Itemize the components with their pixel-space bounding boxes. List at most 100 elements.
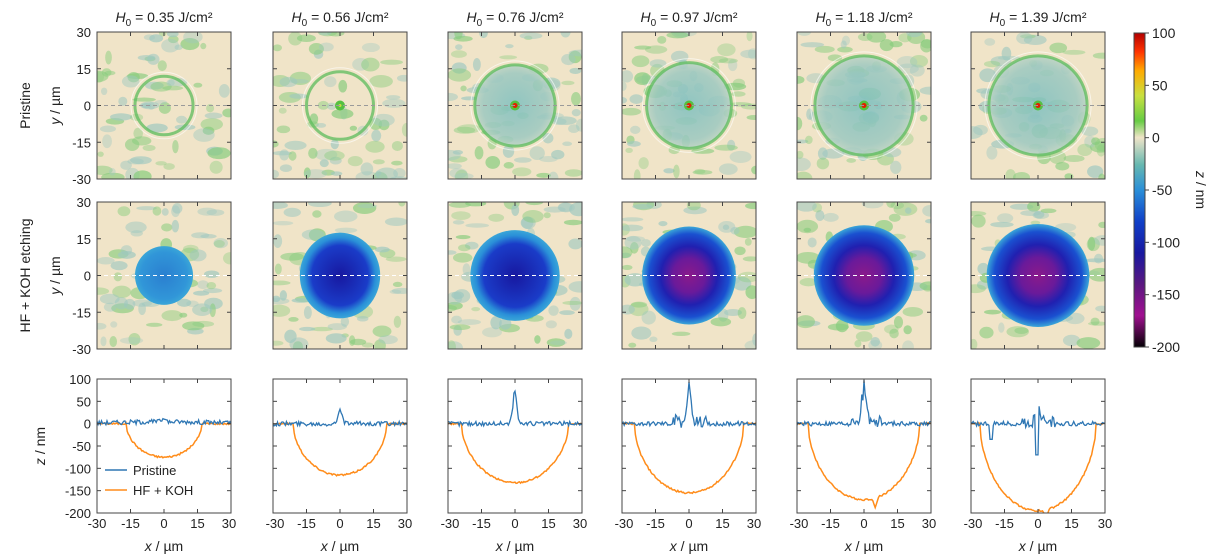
surface-texture xyxy=(633,169,641,179)
surface-texture xyxy=(888,213,901,222)
surface-texture xyxy=(168,35,179,44)
surface-texture xyxy=(118,96,128,107)
profile-frame xyxy=(272,378,408,514)
surface-texture xyxy=(539,155,558,163)
surface-texture xyxy=(360,162,374,176)
surface-texture xyxy=(1087,165,1104,178)
surface-texture xyxy=(155,161,167,166)
surface-texture xyxy=(971,284,986,294)
surface-texture xyxy=(179,312,188,318)
pristine-map xyxy=(970,31,1106,180)
surface-texture xyxy=(193,82,203,88)
surface-texture xyxy=(157,60,167,72)
surface-texture xyxy=(100,87,108,96)
surface-texture xyxy=(283,207,301,217)
surface-texture xyxy=(319,159,329,168)
surface-texture xyxy=(1012,171,1031,179)
etched-profile-line xyxy=(797,422,931,510)
surface-texture xyxy=(206,281,217,290)
surface-texture xyxy=(308,43,324,55)
surface-texture xyxy=(166,32,179,38)
surface-texture xyxy=(222,108,231,118)
surface-texture xyxy=(744,238,752,246)
surface-texture xyxy=(799,278,818,287)
surface-texture xyxy=(634,45,652,50)
surface-texture xyxy=(971,338,978,349)
surface-texture xyxy=(548,305,559,316)
surface-texture xyxy=(273,295,281,303)
surface-texture xyxy=(209,160,223,174)
surface-texture xyxy=(458,244,471,252)
surface-texture xyxy=(854,340,862,348)
surface-texture xyxy=(182,321,205,331)
y-tick-label: -15 xyxy=(72,305,91,320)
surface-texture xyxy=(384,217,407,226)
surface-texture xyxy=(564,169,582,177)
surface-texture xyxy=(314,148,338,161)
surface-texture xyxy=(327,102,337,110)
x-tick-label: 30 xyxy=(573,516,587,531)
surface-texture xyxy=(879,39,894,52)
x-tick-label: 15 xyxy=(715,516,729,531)
surface-texture xyxy=(1096,144,1105,157)
surface-texture xyxy=(171,205,181,218)
pristine-map xyxy=(796,31,932,180)
surface-texture xyxy=(319,42,334,52)
surface-texture xyxy=(120,245,133,256)
surface-texture xyxy=(273,221,294,226)
surface-texture xyxy=(525,202,544,206)
surface-texture xyxy=(380,59,404,65)
profile-y-tick-label: 0 xyxy=(84,417,91,432)
map-y-axis-label: y / µm xyxy=(47,256,63,295)
surface-texture xyxy=(1094,253,1104,264)
surface-texture xyxy=(737,307,747,320)
surface-texture xyxy=(200,234,217,239)
surface-texture xyxy=(717,43,736,57)
surface-texture xyxy=(101,68,112,77)
surface-texture xyxy=(97,165,113,175)
surface-texture xyxy=(797,116,803,131)
profile-frame xyxy=(447,378,583,514)
panel-title: H0 = 1.39 J/cm² xyxy=(990,9,1087,29)
surface-texture xyxy=(837,46,853,53)
surface-texture xyxy=(797,315,815,329)
surface-texture xyxy=(622,70,634,83)
surface-texture xyxy=(299,326,316,332)
surface-texture xyxy=(485,156,501,169)
x-tick-label: -15 xyxy=(646,516,665,531)
surface-texture xyxy=(460,85,467,92)
x-tick-label: -15 xyxy=(121,516,140,531)
surface-texture xyxy=(561,53,576,66)
profile-y-tick-label: -200 xyxy=(65,506,91,521)
x-tick-label: -15 xyxy=(297,516,316,531)
x-tick-label: 15 xyxy=(541,516,555,531)
colorbar-label: z / nm xyxy=(1193,170,1206,209)
surface-texture xyxy=(391,287,407,294)
surface-texture xyxy=(448,291,463,305)
surface-texture xyxy=(202,126,215,135)
surface-texture xyxy=(284,140,307,151)
surface-texture xyxy=(714,144,738,151)
surface-texture xyxy=(452,150,464,155)
profile-y-tick-label: 100 xyxy=(69,372,91,387)
surface-texture xyxy=(174,44,183,51)
surface-texture xyxy=(274,263,282,275)
surface-texture xyxy=(513,157,532,163)
surface-texture xyxy=(718,58,738,64)
surface-texture xyxy=(192,320,215,328)
surface-texture xyxy=(1023,34,1047,45)
etched-map xyxy=(621,201,757,350)
surface-texture xyxy=(548,171,559,179)
surface-texture xyxy=(361,42,380,53)
x-tick-label: -15 xyxy=(472,516,491,531)
row-label-pristine: Pristine xyxy=(17,82,33,129)
surface-texture xyxy=(142,144,156,151)
surface-texture xyxy=(372,159,385,165)
surface-texture xyxy=(1098,173,1105,179)
surface-texture xyxy=(392,281,403,288)
surface-texture xyxy=(627,141,641,147)
x-tick-label: -15 xyxy=(995,516,1014,531)
surface-texture xyxy=(692,169,713,175)
surface-texture xyxy=(645,45,668,54)
surface-texture xyxy=(827,54,843,62)
